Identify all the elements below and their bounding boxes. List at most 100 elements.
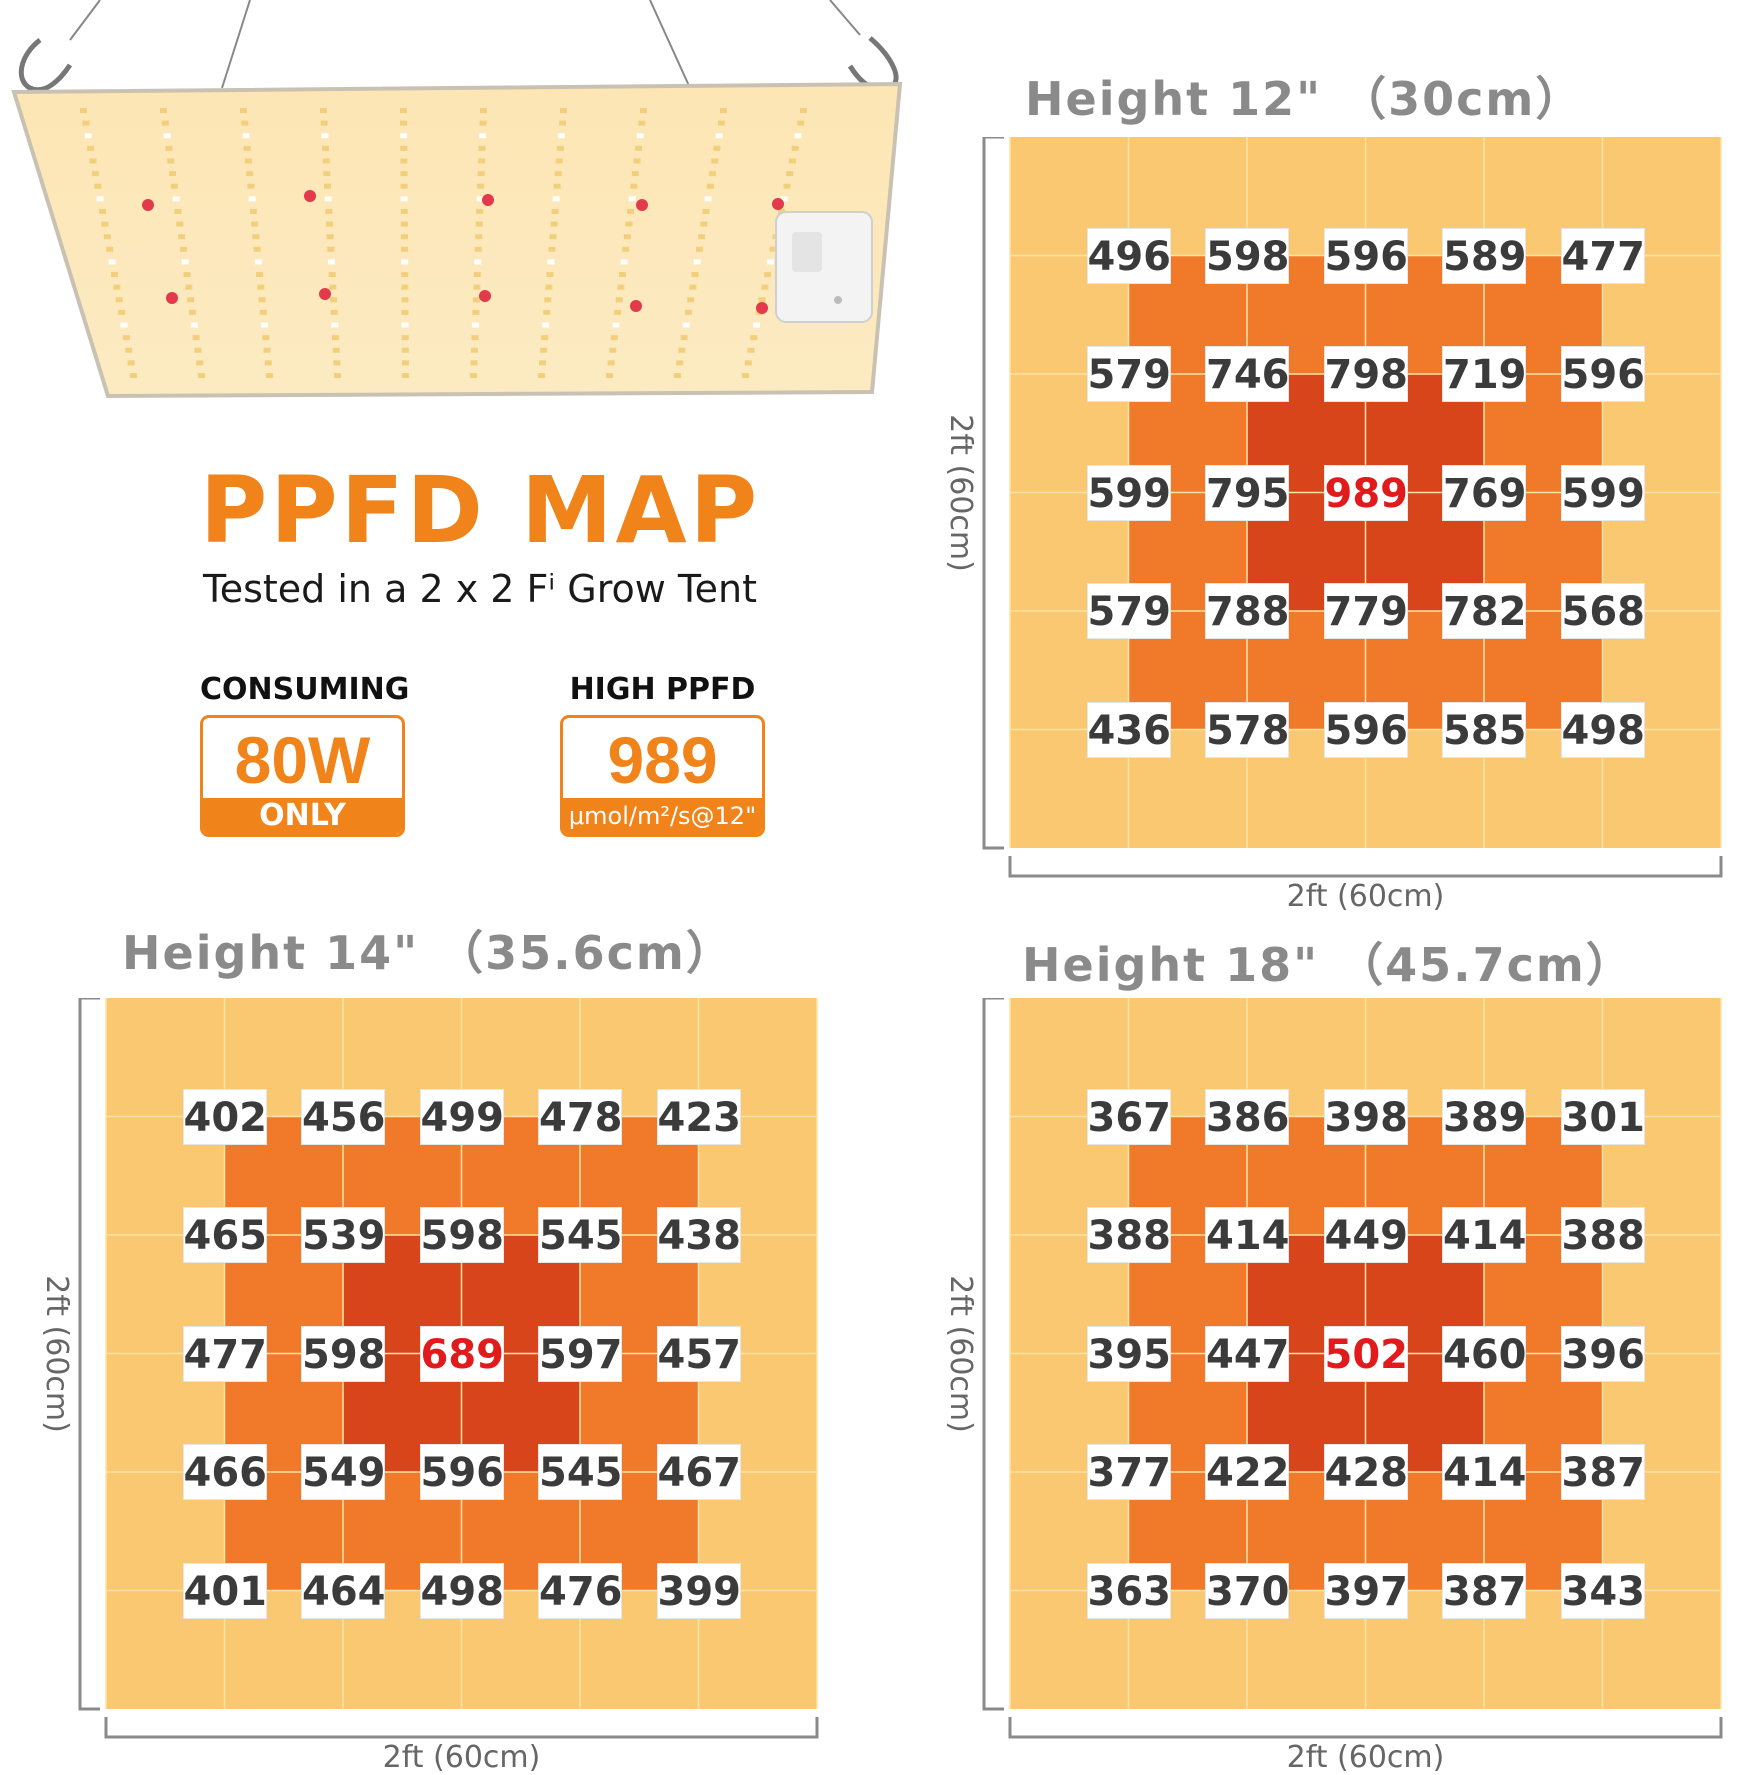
- y-axis-label: 2ft (60cm): [943, 413, 978, 572]
- stat-high-ppfd: HIGH PPFD 989 μmol/m²/s@12": [560, 672, 765, 837]
- dimension-bracket-vertical: [982, 137, 1004, 850]
- ppfd-value: 466: [182, 1444, 267, 1500]
- dimension-bracket-horizontal: [104, 1717, 819, 1739]
- x-axis-label: 2ft (60cm): [1286, 879, 1445, 914]
- ppfd-value: 436: [1086, 701, 1171, 758]
- ppfd-value: 499: [419, 1088, 504, 1145]
- stat-value: 989: [607, 723, 718, 797]
- ppfd-value: 465: [182, 1207, 267, 1263]
- ppfd-value: 387: [1442, 1562, 1527, 1619]
- x-axis-label: 2ft (60cm): [382, 1740, 541, 1775]
- stat-label: HIGH PPFD: [569, 672, 756, 707]
- ppfd-value: 363: [1086, 1562, 1171, 1619]
- ppfd-value: 545: [538, 1207, 623, 1263]
- ppfd-value: 599: [1086, 464, 1171, 521]
- ppfd-value: 367: [1086, 1088, 1171, 1145]
- dimension-bracket-horizontal: [1008, 856, 1723, 878]
- ppfd-value: 377: [1086, 1444, 1171, 1500]
- y-axis-label: 2ft (60cm): [39, 1274, 74, 1433]
- ppfd-value: 414: [1442, 1444, 1527, 1500]
- ppfd-value: 388: [1086, 1207, 1171, 1263]
- ppfd-value: 387: [1560, 1444, 1645, 1500]
- ppfd-value: 428: [1323, 1444, 1408, 1500]
- ppfd-value: 795: [1205, 464, 1290, 521]
- map-title-18in: Height 18" （45.7cm）: [1022, 938, 1634, 992]
- ppfd-value: 579: [1086, 346, 1171, 402]
- ppfd-value: 438: [656, 1207, 741, 1263]
- ppfd-value: 402: [182, 1088, 267, 1145]
- ppfd-value: 396: [1560, 1325, 1645, 1382]
- stat-consuming: CONSUMING 80W ONLY: [200, 672, 410, 837]
- ppfd-value: 423: [656, 1088, 741, 1145]
- ppfd-value: 422: [1205, 1444, 1290, 1500]
- ppfd-value: 414: [1442, 1207, 1527, 1263]
- ppfd-value: 597: [538, 1325, 623, 1382]
- ppfd-value: 397: [1323, 1562, 1408, 1619]
- ppfd-value: 598: [1205, 227, 1290, 284]
- map-title-14in: Height 14" （35.6cm）: [122, 926, 734, 980]
- ppfd-value: 398: [1323, 1088, 1408, 1145]
- light-panel: [11, 81, 903, 399]
- page-title: PPFD MAP: [199, 457, 761, 564]
- grow-light-illustration: [11, 0, 903, 399]
- map-title-12in: Height 12" （30cm）: [1025, 72, 1584, 126]
- ppfd-value: 589: [1442, 227, 1527, 284]
- ppfd-value: 689: [419, 1325, 504, 1382]
- ppfd-value: 476: [538, 1562, 623, 1619]
- ppfd-value: 301: [1560, 1088, 1645, 1145]
- ppfd-value: 989: [1323, 464, 1408, 521]
- ppfd-value: 389: [1442, 1088, 1527, 1145]
- ppfd-value: 779: [1323, 583, 1408, 639]
- heatmap-grid: [982, 998, 1723, 1739]
- ppfd-value: 478: [538, 1088, 623, 1145]
- x-axis-label: 2ft (60cm): [1286, 1740, 1445, 1775]
- ppfd-value: 467: [656, 1444, 741, 1500]
- ppfd-value: 596: [1323, 227, 1408, 284]
- ppfd-value: 568: [1560, 583, 1645, 639]
- driver-box-icon: [775, 211, 873, 323]
- ppfd-value: 395: [1086, 1325, 1171, 1382]
- stat-foot: ONLY: [203, 798, 402, 834]
- ppfd-value: 502: [1323, 1325, 1408, 1382]
- led-array: [80, 108, 807, 378]
- page-subtitle: Tested in a 2 x 2 Fⁱ Grow Tent: [202, 567, 758, 611]
- ppfd-value: 596: [419, 1444, 504, 1500]
- ppfd-value: 798: [1323, 346, 1408, 402]
- ppfd-value: 498: [1560, 701, 1645, 758]
- ppfd-value: 343: [1560, 1562, 1645, 1619]
- ppfd-value: 769: [1442, 464, 1527, 521]
- ppfd-value: 447: [1205, 1325, 1290, 1382]
- ppfd-value: 477: [1560, 227, 1645, 284]
- ppfd-value: 370: [1205, 1562, 1290, 1619]
- ppfd-value: 457: [656, 1325, 741, 1382]
- ppfd-value: 788: [1205, 583, 1290, 639]
- ppfd-value: 388: [1560, 1207, 1645, 1263]
- y-axis-label: 2ft (60cm): [943, 1274, 978, 1433]
- stat-foot: μmol/m²/s@12": [563, 798, 762, 834]
- ppfd-value: 596: [1560, 346, 1645, 402]
- stat-box: 989 μmol/m²/s@12": [560, 715, 765, 837]
- ppfd-value: 585: [1442, 701, 1527, 758]
- ppfd-value: 460: [1442, 1325, 1527, 1382]
- stat-value: 80W: [234, 723, 371, 797]
- ppfd-value: 414: [1205, 1207, 1290, 1263]
- ppfd-value: 386: [1205, 1088, 1290, 1145]
- dimension-bracket-horizontal: [1008, 1717, 1723, 1739]
- ppfd-value: 401: [182, 1562, 267, 1619]
- stat-box: 80W ONLY: [200, 715, 405, 837]
- ppfd-value: 579: [1086, 583, 1171, 639]
- ppfd-value: 477: [182, 1325, 267, 1382]
- hook-icon: [18, 36, 899, 93]
- ppfd-value: 539: [301, 1207, 386, 1263]
- ppfd-value: 498: [419, 1562, 504, 1619]
- ppfd-value: 598: [419, 1207, 504, 1263]
- dimension-bracket-vertical: [982, 998, 1004, 1711]
- ppfd-value: 719: [1442, 346, 1527, 402]
- ppfd-value: 599: [1560, 464, 1645, 521]
- ppfd-value: 496: [1086, 227, 1171, 284]
- ppfd-value: 545: [538, 1444, 623, 1500]
- ppfd-value: 596: [1323, 701, 1408, 758]
- dimension-bracket-vertical: [78, 998, 100, 1711]
- ppfd-value: 456: [301, 1088, 386, 1145]
- stat-label: CONSUMING: [200, 672, 410, 707]
